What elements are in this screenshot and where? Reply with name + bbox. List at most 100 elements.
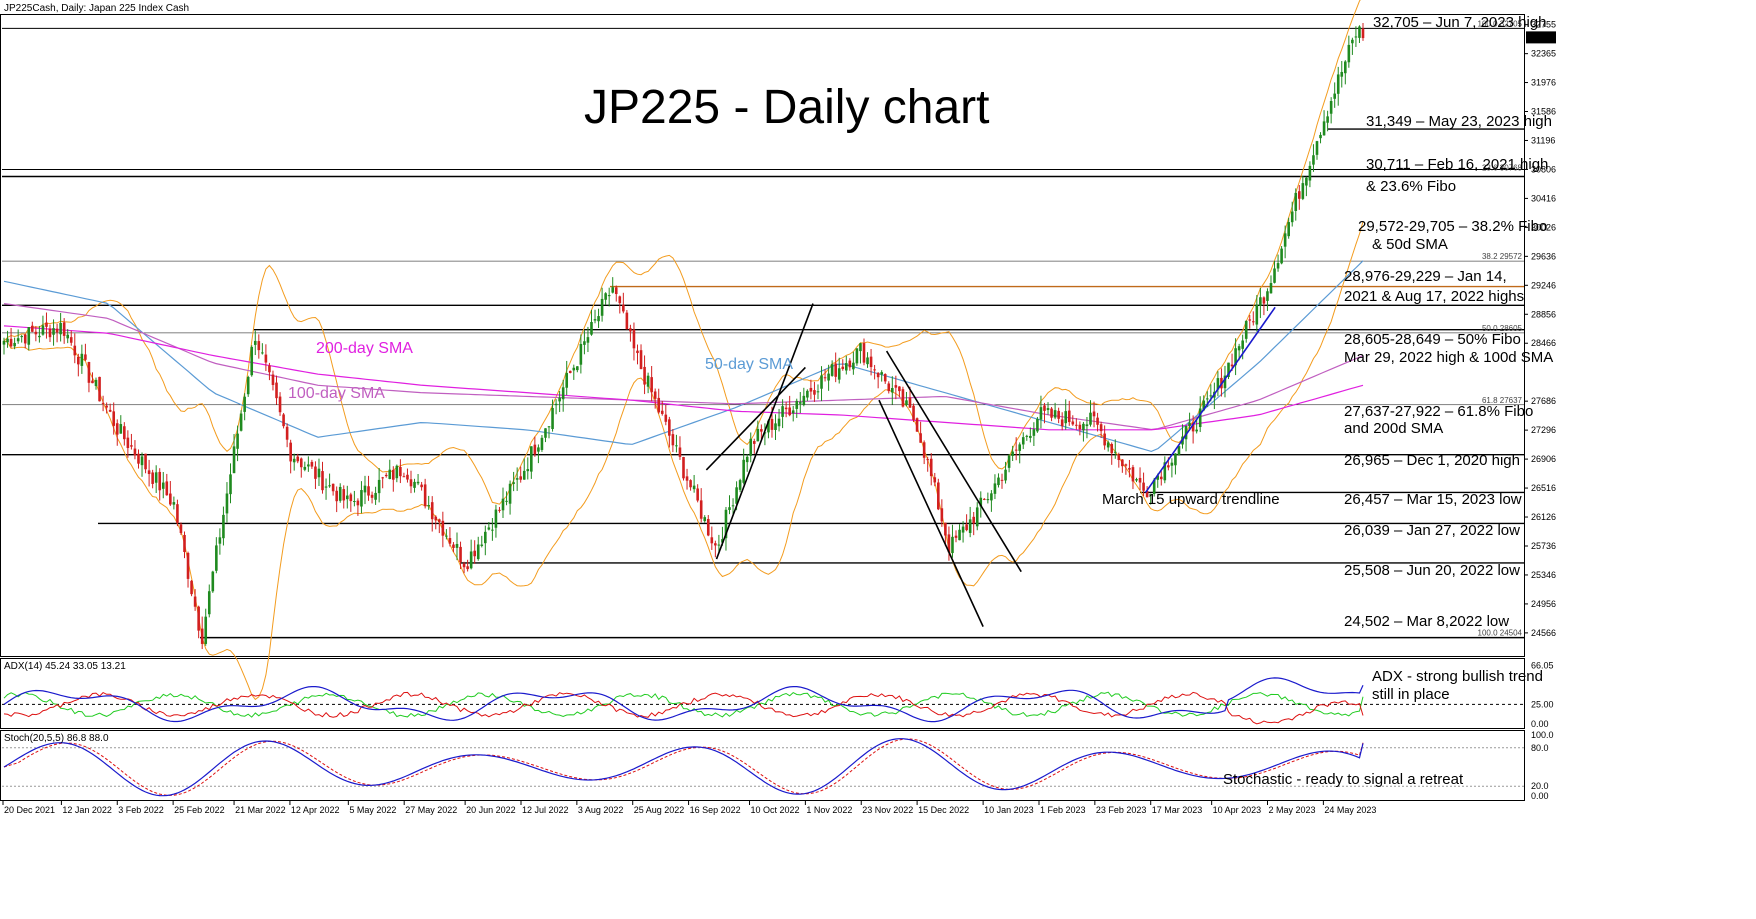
- x-tick-label: 25 Feb 2022: [174, 805, 225, 815]
- candle-body: [724, 509, 728, 539]
- level-annotation: 31,349 – May 23, 2023 high: [1366, 113, 1552, 130]
- candle-body: [140, 456, 144, 466]
- candle-body: [1248, 319, 1252, 321]
- candle-body: [119, 424, 123, 434]
- candle-body: [731, 505, 735, 507]
- candle-body: [413, 481, 416, 488]
- sma200-label: 200-day SMA: [316, 340, 413, 357]
- candle-body: [1142, 482, 1145, 491]
- candle-body: [1110, 443, 1114, 454]
- candle-body: [147, 470, 151, 475]
- candle-body: [1060, 419, 1064, 427]
- candle-body: [894, 385, 898, 388]
- candle-body: [1344, 61, 1347, 74]
- candle-body: [1202, 400, 1206, 411]
- candle-body: [45, 322, 48, 327]
- candle-body: [908, 397, 912, 408]
- candle-body: [565, 372, 569, 388]
- candle-body: [438, 519, 441, 522]
- candle-body: [246, 376, 250, 395]
- candle-body: [926, 459, 929, 461]
- candle-body: [1128, 467, 1131, 470]
- candle-body: [427, 505, 430, 507]
- candle-body: [169, 493, 172, 505]
- candle-body: [1262, 297, 1266, 304]
- stoch-tick-label: 80.0: [1531, 743, 1549, 753]
- candle-body: [2, 340, 6, 345]
- candle-body: [289, 442, 292, 462]
- candle-body: [1223, 375, 1227, 389]
- level-annotation: & 50d SMA: [1372, 236, 1448, 253]
- candle-body: [1053, 410, 1057, 418]
- candle-body: [1159, 476, 1163, 480]
- candle-body: [1057, 410, 1060, 419]
- candle-body: [646, 375, 650, 387]
- candle-body: [1046, 408, 1050, 411]
- y-tick-label: 30806: [1531, 164, 1556, 174]
- candle-body: [1290, 211, 1294, 223]
- candle-body: [1195, 429, 1198, 432]
- symbol-header: JP225Cash, Daily: Japan 225 Index Cash: [4, 3, 189, 14]
- candle-body: [9, 338, 13, 347]
- candle-body: [165, 481, 169, 496]
- candle-body: [682, 457, 685, 479]
- candle-body: [484, 531, 487, 544]
- candle-body: [1361, 28, 1365, 39]
- candle-body: [798, 402, 802, 404]
- candle-body: [1198, 408, 1202, 428]
- candle-body: [491, 529, 494, 531]
- candle-body: [487, 527, 491, 530]
- x-tick-label: 17 Mar 2023: [1152, 805, 1203, 815]
- candle-body: [968, 519, 972, 533]
- candle-body: [307, 464, 310, 467]
- candle-body: [873, 369, 876, 371]
- y-tick-label: 31196: [1531, 135, 1555, 145]
- candle-body: [236, 433, 239, 449]
- candle-body: [94, 379, 98, 387]
- candle-body: [328, 485, 331, 487]
- x-tick-label: 24 May 2023: [1324, 805, 1376, 815]
- adx-tick-label: 25.00: [1531, 699, 1554, 709]
- candle-body: [303, 466, 307, 470]
- candle-body: [944, 522, 947, 536]
- candle-body: [767, 420, 770, 433]
- candle-body: [1216, 378, 1220, 390]
- candle-body: [784, 407, 788, 410]
- candle-body: [530, 446, 533, 472]
- current-price-label: 32584: [1528, 33, 1553, 43]
- candle-body: [66, 334, 70, 339]
- candle-body: [572, 367, 576, 371]
- x-tick-label: 12 Apr 2022: [291, 805, 340, 815]
- x-tick-label: 21 Mar 2022: [235, 805, 286, 815]
- candle-body: [144, 453, 147, 470]
- candle-body: [423, 484, 427, 507]
- fibo-tag: 61.8 27637: [1482, 396, 1523, 405]
- stoch-tick-label: 0.00: [1531, 791, 1549, 801]
- candle-body: [13, 342, 16, 347]
- moving-averages: [3, 260, 1364, 453]
- candle-body: [16, 338, 20, 342]
- level-annotation: 26,039 – Jan 27, 2022 low: [1344, 522, 1520, 539]
- candlesticks: [2, 22, 1365, 650]
- candle-body: [855, 348, 859, 364]
- candle-body: [940, 508, 944, 522]
- candle-body: [752, 441, 756, 444]
- candle-body: [1014, 449, 1018, 451]
- candle-body: [211, 571, 215, 592]
- candle-body: [462, 563, 466, 568]
- candle-body: [349, 494, 353, 502]
- candle-body: [576, 366, 579, 371]
- candle-body: [87, 361, 91, 383]
- candle-body: [292, 458, 296, 463]
- candle-body: [1167, 465, 1170, 468]
- candle-body: [1326, 116, 1329, 123]
- y-tick-label: 31976: [1531, 78, 1556, 88]
- candle-body: [409, 479, 413, 487]
- y-tick-label: 25346: [1531, 570, 1556, 580]
- candle-body: [1106, 442, 1110, 448]
- candle-body: [699, 500, 703, 519]
- candle-body: [1301, 183, 1305, 199]
- candle-body: [717, 544, 721, 546]
- candle-body: [954, 535, 958, 538]
- candle-body: [660, 410, 664, 414]
